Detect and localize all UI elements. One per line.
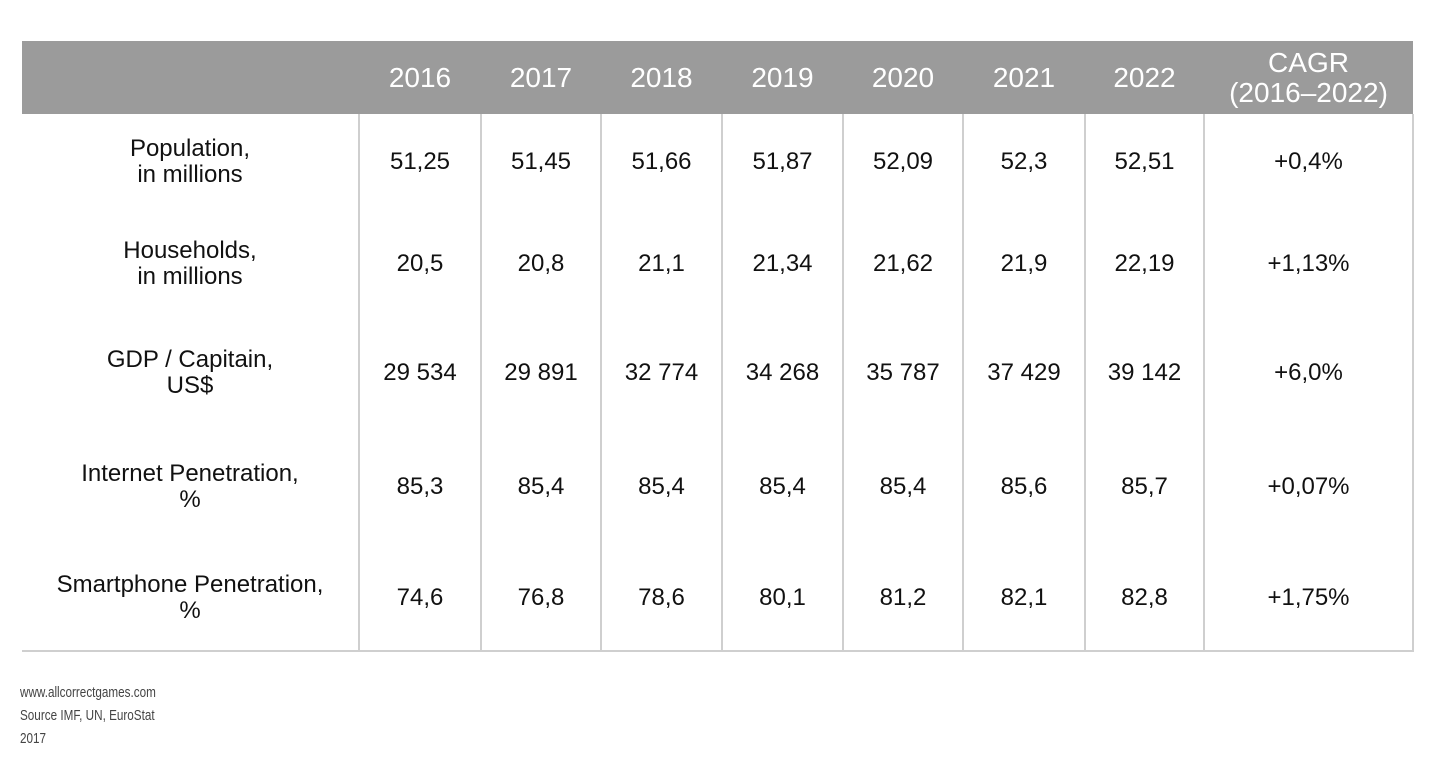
header-year-2017: 2017 [481, 41, 601, 114]
website-text: www.allcorrectgames.com [20, 684, 156, 701]
table-row-internet-penetration: Internet Penetration, % 85,3 85,4 85,4 8… [22, 428, 1414, 546]
cagr-cell: +1,75% [1203, 546, 1414, 652]
table-cell: 21,1 [600, 210, 722, 318]
table-row-smartphone-penetration: Smartphone Penetration, % 74,6 76,8 78,6… [22, 546, 1414, 652]
table-cell: 85,4 [600, 428, 722, 546]
table-cell: 20,5 [358, 210, 481, 318]
row-label-line-1: Smartphone Penetration, [56, 571, 324, 598]
year-text: 2017 [20, 730, 47, 747]
statistics-table: 2016 2017 2018 2019 2020 2021 2022 CAGR … [22, 41, 1414, 652]
table-cell: 74,6 [358, 546, 481, 652]
header-year-2016: 2016 [359, 41, 481, 114]
header-year-2021: 2021 [963, 41, 1085, 114]
row-label-line-1: GDP / Capitain, [106, 346, 274, 373]
table-cell: 37 429 [962, 318, 1085, 428]
header-cagr-title: CAGR [1268, 46, 1349, 78]
row-label-line-2: in millions [137, 263, 243, 290]
row-label: Internet Penetration, % [22, 428, 359, 546]
header-cagr: CAGR (2016–2022) [1204, 41, 1413, 114]
table-cell: 76,8 [480, 546, 601, 652]
row-label-line-2: % [179, 597, 201, 624]
header-year-2020: 2020 [843, 41, 963, 114]
row-label-line-2: in millions [137, 161, 243, 188]
table-row-gdp: GDP / Capitain, US$ 29 534 29 891 32 774… [22, 318, 1414, 428]
header-empty-cell [22, 41, 359, 114]
header-cagr-range: (2016–2022) [1229, 76, 1388, 108]
table-cell: 39 142 [1084, 318, 1204, 428]
table-cell: 21,9 [962, 210, 1085, 318]
table-cell: 82,8 [1084, 546, 1204, 652]
table-cell: 52,09 [842, 114, 963, 210]
row-label-line-2: % [179, 486, 201, 513]
table-cell: 85,3 [358, 428, 481, 546]
table-cell: 85,6 [962, 428, 1085, 546]
table-cell: 78,6 [600, 546, 722, 652]
table-cell: 81,2 [842, 546, 963, 652]
table-cell: 32 774 [600, 318, 722, 428]
header-year-2019: 2019 [722, 41, 843, 114]
table-cell: 85,4 [842, 428, 963, 546]
row-label: Population, in millions [22, 114, 359, 210]
table-cell: 51,25 [358, 114, 481, 210]
table-cell: 29 534 [358, 318, 481, 428]
statistics-table-container: 2016 2017 2018 2019 2020 2021 2022 CAGR … [22, 41, 1414, 652]
cagr-cell: +6,0% [1203, 318, 1414, 428]
table-cell: 85,7 [1084, 428, 1204, 546]
table-cell: 34 268 [721, 318, 843, 428]
table-cell: 22,19 [1084, 210, 1204, 318]
table-row-population: Population, in millions 51,25 51,45 51,6… [22, 114, 1414, 210]
table-cell: 35 787 [842, 318, 963, 428]
table-cell: 21,62 [842, 210, 963, 318]
source-footer: www.allcorrectgames.com Source IMF, UN, … [20, 681, 156, 750]
table-cell: 82,1 [962, 546, 1085, 652]
header-year-2018: 2018 [601, 41, 722, 114]
table-cell: 29 891 [480, 318, 601, 428]
row-label-line-2: US$ [166, 372, 214, 399]
table-cell: 20,8 [480, 210, 601, 318]
cagr-cell: +0,4% [1203, 114, 1414, 210]
table-cell: 51,45 [480, 114, 601, 210]
source-text: Source IMF, UN, EuroStat [20, 707, 155, 724]
table-cell: 80,1 [721, 546, 843, 652]
cagr-cell: +0,07% [1203, 428, 1414, 546]
table-cell: 52,3 [962, 114, 1085, 210]
row-label-line-1: Internet Penetration, [81, 460, 299, 487]
row-label-line-1: Households, [123, 237, 257, 264]
header-year-2022: 2022 [1085, 41, 1204, 114]
row-label-line-1: Population, [129, 135, 251, 162]
row-label: Households, in millions [22, 210, 359, 318]
row-label: Smartphone Penetration, % [22, 546, 359, 652]
table-row-households: Households, in millions 20,5 20,8 21,1 2… [22, 210, 1414, 318]
cagr-cell: +1,13% [1203, 210, 1414, 318]
table-cell: 51,66 [600, 114, 722, 210]
table-cell: 21,34 [721, 210, 843, 318]
table-cell: 51,87 [721, 114, 843, 210]
header-row: 2016 2017 2018 2019 2020 2021 2022 CAGR … [22, 41, 1413, 114]
table-cell: 85,4 [721, 428, 843, 546]
table-cell: 85,4 [480, 428, 601, 546]
table-cell: 52,51 [1084, 114, 1204, 210]
row-label: GDP / Capitain, US$ [22, 318, 359, 428]
